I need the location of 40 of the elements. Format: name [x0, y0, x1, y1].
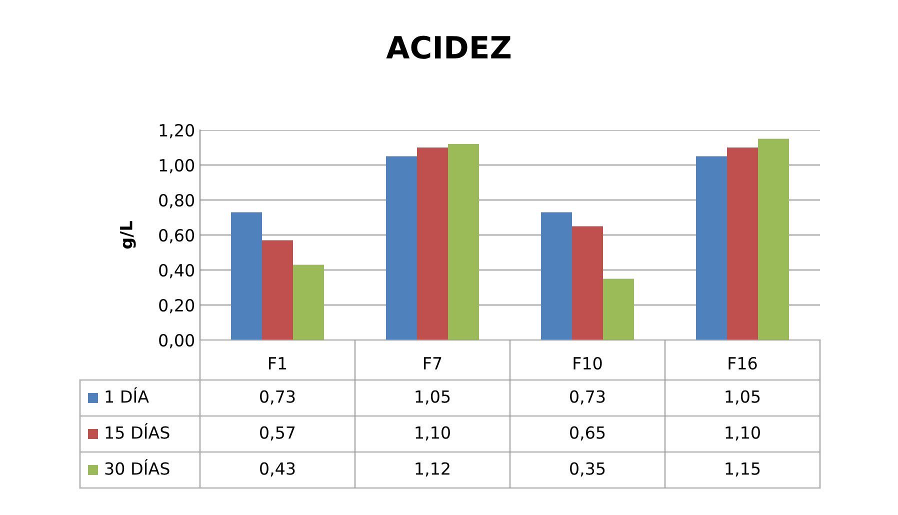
legend-label: 15 DÍAS	[106, 423, 170, 439]
bar	[262, 240, 293, 340]
data-label: 1,10	[726, 426, 760, 441]
bar	[572, 226, 603, 340]
y-tick-label: 0,00	[159, 334, 194, 348]
y-tick-label: 0,80	[159, 194, 194, 208]
x-tick-label: F1	[269, 357, 286, 370]
bar	[417, 148, 448, 340]
data-label: 1,12	[416, 462, 450, 477]
y-tick-label: 0,40	[159, 264, 194, 278]
bar	[448, 144, 479, 340]
data-label: 0,73	[570, 390, 605, 405]
bar	[603, 278, 634, 340]
data-label: 0,43	[260, 462, 295, 477]
bar	[758, 138, 789, 340]
legend-label: 30 DÍAS	[105, 459, 170, 475]
legend-label: 1 DÍA	[106, 387, 149, 403]
y-tick-label: 1,20	[160, 124, 194, 138]
data-label: 0,57	[260, 426, 295, 441]
data-label: 1,10	[416, 426, 450, 441]
data-label: 1,15	[726, 462, 760, 477]
bar	[293, 264, 324, 340]
bar	[541, 212, 572, 340]
y-tick-label: 1,00	[160, 158, 194, 174]
y-tick-label: 0,60	[159, 228, 194, 244]
data-label: 0,65	[570, 426, 605, 441]
bar	[386, 156, 417, 340]
bar	[231, 212, 262, 340]
bar	[727, 148, 758, 340]
data-label: 1,05	[726, 390, 760, 405]
x-tick-label: F16	[728, 356, 757, 370]
x-tick-label: F7	[424, 357, 442, 370]
x-tick-label: F10	[574, 356, 602, 370]
data-label: 1,05	[416, 390, 450, 405]
data-label: 0,35	[570, 462, 605, 477]
y-tick-label: 0,20	[159, 298, 194, 314]
bar	[696, 156, 727, 340]
data-label: 0,73	[260, 390, 295, 405]
y-axis-title: g/L	[120, 221, 136, 249]
chart-title: ACIDEZ	[386, 36, 511, 59]
